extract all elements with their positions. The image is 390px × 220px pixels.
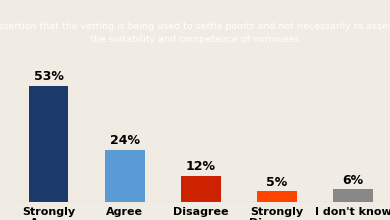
Bar <box>257 191 297 202</box>
Text: 53%: 53% <box>34 70 64 83</box>
Text: 6%: 6% <box>342 174 363 187</box>
Bar <box>105 150 145 202</box>
Bar <box>29 86 69 202</box>
Bar <box>181 176 221 202</box>
Text: 24%: 24% <box>110 134 140 147</box>
Bar <box>333 189 373 202</box>
Text: 12%: 12% <box>186 160 216 173</box>
Text: 5%: 5% <box>266 176 287 189</box>
Text: Assertion that the vetting is being used to settle points and not necessarily to: Assertion that the vetting is being used… <box>0 22 390 44</box>
